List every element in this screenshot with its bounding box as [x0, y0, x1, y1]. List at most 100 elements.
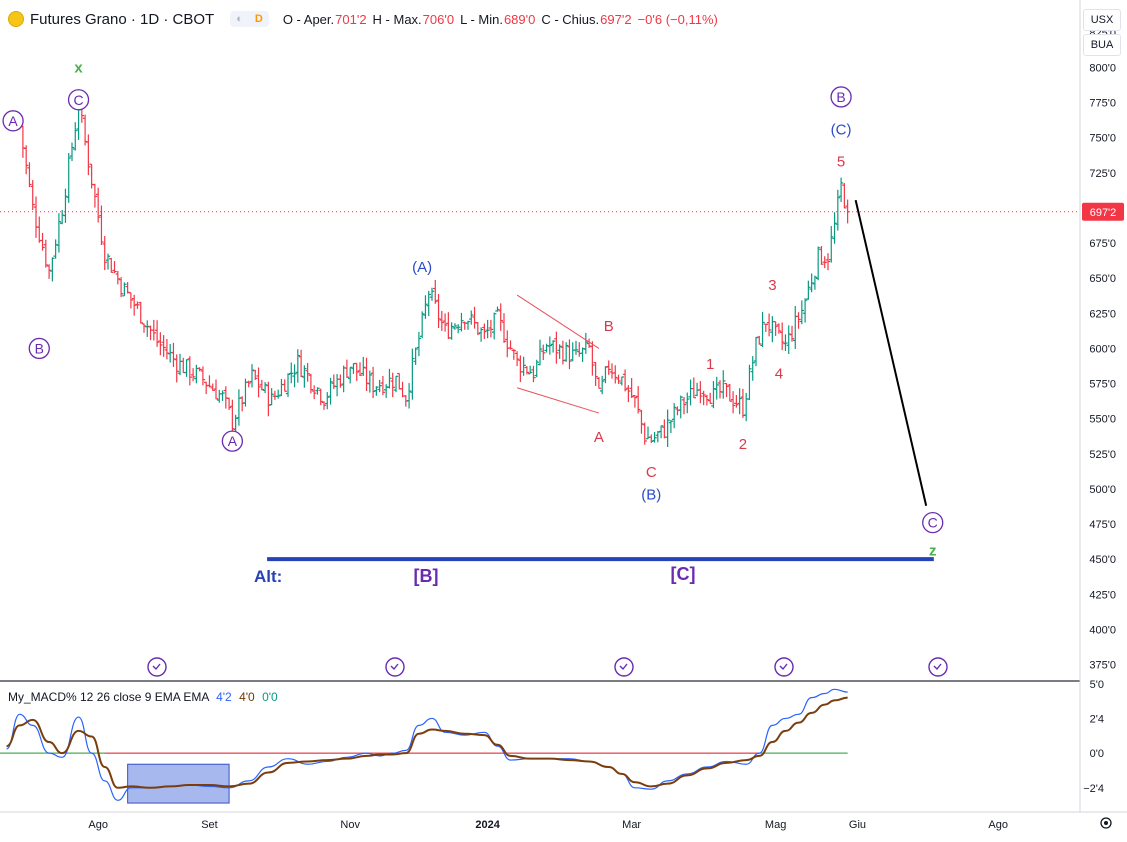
- price-bar: [387, 368, 392, 389]
- price-bar: [105, 253, 111, 270]
- price-bar: [194, 364, 199, 384]
- price-bar: [131, 294, 137, 316]
- macd-value-1: 4'2: [216, 690, 232, 704]
- event-marker-icon: [390, 663, 399, 671]
- macd-name[interactable]: My_MACD% 12 26 close 9 EMA EMA: [8, 690, 209, 704]
- low-value: 689'0: [503, 11, 536, 27]
- price-bar: [200, 366, 206, 386]
- price-bar: [469, 310, 474, 325]
- price-bar: [727, 383, 733, 402]
- price-bar: [243, 378, 248, 407]
- price-bar: [259, 379, 265, 391]
- price-bar: [527, 365, 533, 375]
- price-bar: [550, 340, 556, 353]
- c-bracket-label: [C]: [671, 564, 696, 584]
- price-bar: [262, 382, 268, 394]
- price-bar: [158, 332, 163, 356]
- price-bar: [220, 390, 225, 401]
- price-bar: [272, 390, 278, 400]
- price-bar: [678, 395, 683, 419]
- price-bar: [616, 374, 621, 384]
- price-bar: [63, 188, 68, 223]
- price-bar: [416, 331, 422, 357]
- price-bar: [475, 321, 481, 336]
- price-bar: [439, 310, 445, 331]
- price-bar: [835, 189, 841, 231]
- price-bar: [334, 374, 340, 397]
- price-bar: [377, 379, 382, 393]
- price-bar: [544, 343, 549, 353]
- price-bar: [102, 235, 107, 271]
- price-bar: [269, 388, 274, 406]
- price-bar: [118, 277, 124, 298]
- price-bar: [145, 320, 150, 337]
- macd-pane: [0, 688, 848, 804]
- price-bar: [122, 282, 127, 297]
- price-bar: [295, 349, 301, 383]
- price-bar: [799, 300, 805, 325]
- price-bar: [246, 380, 251, 388]
- price-bar: [203, 381, 209, 395]
- open-label: O - Aper.: [282, 11, 335, 27]
- price-bar: [174, 354, 179, 383]
- wave-label: C: [922, 511, 944, 534]
- price-bar: [743, 392, 749, 422]
- price-bar: [112, 260, 117, 274]
- price-bar: [344, 359, 350, 378]
- price-tick-label: 450'0: [1089, 554, 1116, 566]
- price-bar: [452, 323, 458, 330]
- price-bar: [50, 257, 55, 282]
- price-bars: [17, 99, 850, 447]
- wave-text: (B): [641, 487, 661, 504]
- price-bar: [613, 365, 618, 384]
- symbol-legend: Futures Grano · 1D · CBOT ◐ D O - Aper. …: [8, 8, 724, 30]
- price-bar: [154, 320, 160, 347]
- price-bar: [442, 313, 448, 332]
- price-bar: [256, 367, 261, 398]
- wave-text: 1: [706, 356, 714, 373]
- wave-circle: [2, 110, 24, 132]
- price-bar: [812, 275, 818, 290]
- gear-icon-center: [1104, 821, 1108, 825]
- price-bar: [53, 239, 58, 259]
- price-bar: [802, 298, 808, 323]
- price-bar: [210, 383, 215, 391]
- price-bar: [819, 246, 824, 265]
- price-bar: [364, 357, 369, 392]
- price-bar: [347, 366, 353, 384]
- price-tick-label: 375'0: [1089, 660, 1116, 672]
- currency-button[interactable]: USX: [1083, 9, 1121, 31]
- event-marker: [614, 657, 634, 677]
- price-bar: [226, 397, 232, 410]
- price-tick-label: 775'0: [1089, 98, 1116, 110]
- exchange-button[interactable]: BUA: [1083, 34, 1121, 56]
- price-bar: [23, 145, 29, 175]
- price-bar: [554, 331, 559, 364]
- open-value: 701'2: [335, 11, 367, 27]
- session-pill[interactable]: ◐ D: [230, 11, 269, 27]
- price-bar: [86, 134, 91, 176]
- price-bar: [622, 369, 628, 392]
- price-bar: [380, 376, 386, 396]
- wave-text: x: [74, 59, 83, 76]
- price-bar: [603, 366, 608, 384]
- price-bar: [311, 385, 317, 400]
- price-bar: [233, 414, 238, 432]
- wave-label: C: [646, 464, 657, 481]
- price-bar: [747, 364, 752, 401]
- price-bar: [325, 392, 330, 410]
- last-price-label: 697'2: [1090, 207, 1117, 219]
- price-bar: [282, 379, 287, 392]
- symbol-title[interactable]: Futures Grano · 1D · CBOT: [30, 10, 215, 28]
- price-bar: [69, 142, 75, 161]
- low-label: L - Min.: [460, 11, 503, 27]
- wave-circle: [28, 337, 50, 360]
- price-bar: [714, 376, 719, 400]
- event-marker-icon: [152, 663, 161, 671]
- price-bar: [649, 434, 654, 444]
- price-bar: [590, 341, 595, 376]
- price-bar: [40, 232, 45, 251]
- wave-text: 2: [739, 436, 747, 453]
